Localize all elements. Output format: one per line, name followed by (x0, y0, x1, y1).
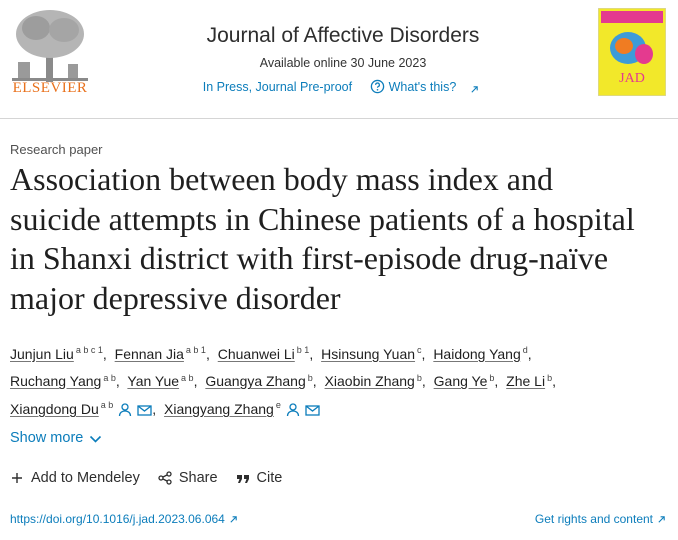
author-affiliations: a b (103, 372, 116, 383)
author-name[interactable]: Zhe Li (506, 373, 546, 390)
author-name[interactable]: Junjun Liu (10, 345, 74, 362)
action-button[interactable]: Cite (236, 470, 283, 486)
author-name[interactable]: Chuanwei Li (217, 345, 295, 362)
author-email-icon[interactable] (137, 403, 152, 417)
author: Junjun Liu a b c 1 (10, 345, 111, 362)
article-title: Association between body mass index and … (10, 161, 635, 316)
author: Guangya Zhang b (205, 372, 320, 390)
author-name[interactable]: Haidong Yang (433, 345, 521, 362)
author-name[interactable]: Ruchang Yang (10, 373, 102, 390)
author-affiliations: b (307, 372, 313, 383)
action-icon (158, 471, 172, 485)
author-affiliations: a b (181, 372, 194, 383)
doi-link[interactable]: https://doi.org/10.1016/j.jad.2023.06.06… (10, 512, 238, 526)
author-email-icon[interactable] (305, 403, 320, 417)
journal-cover[interactable]: JAD (598, 8, 666, 96)
journal-title[interactable]: Journal of Affective Disorders (206, 24, 480, 47)
status: In Press, Journal Pre-proof (202, 80, 353, 94)
author: Xiangyang Zhang e (164, 400, 320, 417)
author-name[interactable]: Yan Yue (127, 373, 180, 390)
author-affiliations: a b 1 (185, 345, 206, 355)
action-bar: Add to Mendeley Share Cite (10, 470, 282, 486)
publisher-name: ELSEVIER (12, 80, 88, 96)
action-button[interactable]: Share (158, 470, 218, 486)
action-label: Cite (256, 470, 283, 486)
publisher-logo[interactable] (8, 6, 92, 98)
header-divider (0, 118, 678, 119)
rights: Get rights and content (534, 512, 653, 526)
author: Xiaobin Zhang b (324, 372, 430, 390)
author: Haidong Yang d (433, 345, 535, 362)
author-name[interactable]: Guangya Zhang (205, 373, 306, 390)
chevron-down (90, 435, 102, 443)
author-name[interactable]: Xiaobin Zhang (324, 373, 415, 390)
author: Chuanwei Li b 1 (217, 345, 317, 362)
action-icon (12, 473, 22, 483)
available-date: Available online 30 June 2023 (259, 56, 427, 70)
author: Xiangdong Du a b (10, 400, 160, 417)
status-row: In Press, Journal Pre-proof What's this? (150, 79, 536, 94)
article-type: Research paper (10, 142, 103, 157)
author-profile-icon[interactable] (118, 402, 132, 417)
author-name[interactable]: Xiangyang Zhang (164, 400, 274, 417)
author-affiliations: a b (100, 400, 114, 411)
author-affiliations: b 1 (296, 345, 310, 355)
author: Ruchang Yang a b (10, 372, 124, 390)
action-icon (236, 475, 249, 483)
author-affiliations: b (416, 372, 422, 383)
author-name[interactable]: Fennan Jia (114, 345, 184, 362)
author-name[interactable]: Xiangdong Du (10, 400, 99, 417)
author: Hsinsung Yuan c (321, 345, 429, 362)
help-icon (370, 79, 384, 94)
author: Zhe Li b (506, 372, 560, 390)
action-label: Add to Mendeley (31, 470, 140, 486)
author: Yan Yue a b (127, 372, 201, 390)
action-button[interactable]: Add to Mendeley (10, 470, 140, 486)
author-affiliations: b (489, 372, 495, 383)
rights-link[interactable]: Get rights and content (535, 512, 666, 526)
whats-this-link[interactable]: What's this? (388, 80, 457, 94)
author-affiliations: b (547, 372, 553, 383)
show-more-label: Show more (10, 430, 84, 446)
author-name[interactable]: Hsinsung Yuan (321, 345, 416, 362)
external-arrow (230, 516, 237, 523)
external-arrow (658, 516, 665, 523)
show-more-button[interactable]: Show more (10, 430, 102, 446)
external-arrow (471, 86, 479, 93)
author-name[interactable]: Gang Ye (433, 373, 488, 390)
author-affiliations: a b c 1 (75, 345, 103, 355)
author-profile-icon[interactable] (286, 402, 300, 417)
cover-label: JAD (619, 71, 645, 86)
author: Fennan Jia a b 1 (114, 345, 214, 362)
author-affiliations: d (522, 345, 528, 355)
author-affiliations: c (417, 345, 422, 355)
author: Gang Ye b (433, 372, 503, 390)
doi: https://doi.org/10.1016/j.jad.2023.06.06… (10, 512, 225, 526)
action-label: Share (178, 470, 218, 486)
author-affiliations: e (275, 400, 281, 411)
